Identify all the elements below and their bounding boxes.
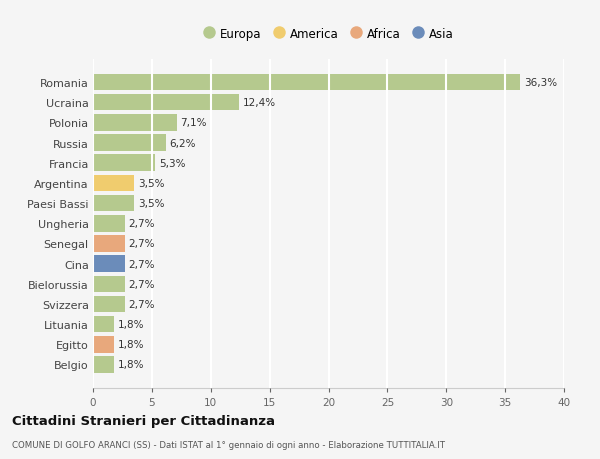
- Text: 7,1%: 7,1%: [180, 118, 206, 128]
- Text: 2,7%: 2,7%: [128, 279, 155, 289]
- Bar: [93, 357, 114, 373]
- Bar: [93, 115, 176, 131]
- Text: 3,5%: 3,5%: [138, 179, 164, 189]
- Text: 1,8%: 1,8%: [118, 319, 144, 330]
- Text: COMUNE DI GOLFO ARANCI (SS) - Dati ISTAT al 1° gennaio di ogni anno - Elaborazio: COMUNE DI GOLFO ARANCI (SS) - Dati ISTAT…: [12, 441, 445, 449]
- Bar: [93, 155, 155, 172]
- Bar: [93, 276, 125, 292]
- Bar: [93, 235, 125, 252]
- Bar: [93, 296, 125, 313]
- Text: 1,8%: 1,8%: [118, 360, 144, 369]
- Text: 2,7%: 2,7%: [128, 219, 155, 229]
- Text: 3,5%: 3,5%: [138, 199, 164, 209]
- Text: 2,7%: 2,7%: [128, 259, 155, 269]
- Bar: [93, 95, 239, 111]
- Text: 12,4%: 12,4%: [242, 98, 275, 108]
- Bar: [93, 135, 166, 151]
- Text: 2,7%: 2,7%: [128, 239, 155, 249]
- Bar: [93, 316, 114, 333]
- Text: 36,3%: 36,3%: [524, 78, 557, 88]
- Bar: [93, 175, 134, 192]
- Bar: [93, 196, 134, 212]
- Text: 2,7%: 2,7%: [128, 299, 155, 309]
- Bar: [93, 336, 114, 353]
- Bar: [93, 216, 125, 232]
- Text: Cittadini Stranieri per Cittadinanza: Cittadini Stranieri per Cittadinanza: [12, 414, 275, 428]
- Text: 5,3%: 5,3%: [159, 158, 185, 168]
- Bar: [93, 74, 520, 91]
- Text: 1,8%: 1,8%: [118, 340, 144, 350]
- Legend: Europa, America, Africa, Asia: Europa, America, Africa, Asia: [199, 23, 458, 45]
- Bar: [93, 256, 125, 272]
- Text: 6,2%: 6,2%: [170, 138, 196, 148]
